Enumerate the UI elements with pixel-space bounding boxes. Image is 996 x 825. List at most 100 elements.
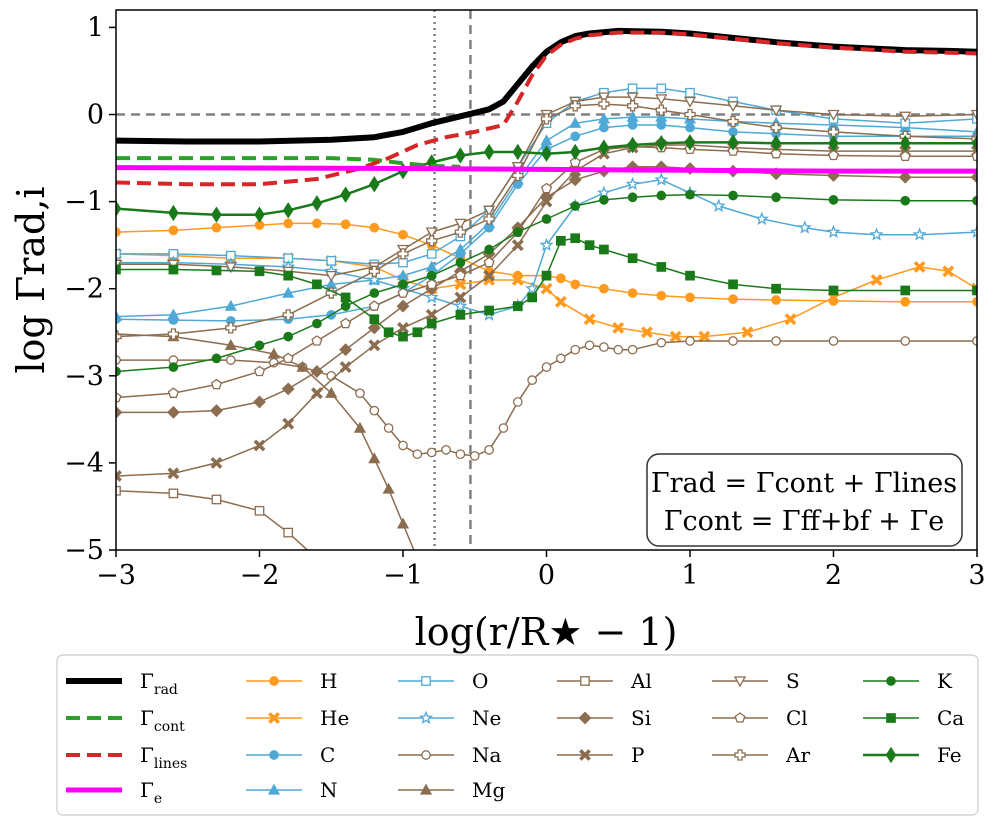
data-point-mg — [296, 360, 309, 372]
series-ar — [116, 98, 977, 343]
data-point-cl — [167, 387, 179, 398]
data-point-ca — [412, 327, 423, 338]
legend-label-al: Al — [630, 669, 652, 693]
data-point-cl — [569, 156, 581, 168]
data-point-si — [281, 382, 295, 396]
data-point-ca — [900, 285, 911, 296]
data-point-ar — [483, 213, 495, 225]
data-point-ar — [684, 108, 696, 121]
data-point-ne — [367, 272, 382, 286]
legend-marker-al — [580, 676, 590, 686]
x-tick-label: 1 — [681, 560, 698, 591]
legend: Γrad Γcont Γlines Γe H He CN O Ne Na Mg Al Si P S Cl Ar K… — [56, 654, 979, 816]
data-point-fe — [455, 147, 466, 164]
data-point-fe — [483, 143, 495, 161]
data-point-p — [454, 291, 467, 304]
legend-label-o: O — [472, 669, 488, 693]
data-point-si — [116, 405, 123, 419]
series-k — [116, 189, 977, 377]
data-point-ar — [368, 265, 380, 277]
data-point-ar — [167, 328, 180, 340]
legend-label-gamma-lines: Γlines — [140, 743, 187, 772]
data-point-cl — [971, 150, 977, 162]
data-point-al — [211, 494, 222, 505]
data-point-fe — [340, 186, 351, 203]
legend-label-ar: Ar — [785, 743, 810, 767]
data-point-fe — [684, 134, 696, 151]
data-point-k — [211, 353, 222, 364]
data-point-ar — [770, 121, 782, 134]
data-point-p — [368, 339, 381, 352]
legend-label-si: Si — [631, 706, 651, 730]
data-point-he — [669, 330, 682, 343]
data-point-na — [225, 355, 236, 365]
data-point-cl — [116, 391, 122, 403]
data-point-o — [685, 87, 695, 98]
data-point-h — [728, 294, 738, 305]
data-point-ca — [584, 240, 595, 251]
data-point-al — [283, 527, 294, 538]
data-point-ca — [312, 279, 322, 290]
data-point-cl — [899, 150, 911, 162]
data-point-c — [627, 120, 638, 130]
data-point-ca — [340, 292, 351, 303]
legend-entry-fe: Fe — [863, 743, 962, 767]
data-point-s — [655, 94, 668, 106]
data-point-c — [570, 131, 581, 142]
series-p — [116, 139, 977, 482]
data-point-ne — [797, 220, 812, 234]
data-point-s — [626, 92, 639, 104]
data-point-o — [426, 249, 437, 259]
data-point-cl — [540, 182, 553, 194]
legend-marker-n — [267, 783, 281, 795]
equation-box-frame — [646, 453, 963, 547]
data-point-ar — [626, 100, 639, 112]
equation-box: Γrad = Γcont + Γlines Γcont = Γff+bf + Γ… — [646, 453, 963, 547]
data-point-na — [484, 444, 494, 455]
legend-entry-ca: Ca — [863, 706, 964, 730]
legend-entry-k: K — [863, 669, 953, 693]
data-point-h — [599, 283, 609, 294]
data-point-s — [726, 101, 740, 113]
data-point-p — [425, 308, 438, 321]
data-point-p — [310, 387, 323, 400]
legend-label-gamma-e: Γe — [140, 778, 162, 807]
data-point-ca — [168, 264, 179, 275]
data-point-ne — [424, 289, 439, 304]
data-point-ca — [728, 279, 738, 290]
data-point-si — [367, 321, 381, 335]
y-axis-label: log Γrad,i — [9, 186, 53, 373]
y-tick-label: −2 — [64, 274, 104, 305]
data-point-ar — [540, 113, 553, 125]
data-point-na — [441, 444, 451, 455]
data-point-ca — [685, 270, 695, 281]
legend-entry-ne: Ne — [398, 706, 501, 730]
data-point-h — [398, 229, 408, 240]
x-tick-label: 0 — [538, 560, 555, 591]
data-point-na — [355, 388, 365, 399]
data-point-ar — [454, 226, 467, 238]
legend-label-ca: Ca — [937, 706, 964, 730]
data-point-na — [900, 336, 911, 346]
data-point-al — [168, 488, 179, 499]
data-point-mg — [353, 421, 367, 433]
legend-marker-c — [269, 750, 279, 760]
legend-label-na: Na — [472, 743, 502, 767]
data-point-s — [769, 105, 783, 117]
data-point-s — [482, 205, 496, 217]
data-point-fe — [512, 143, 524, 161]
data-point-he — [583, 313, 596, 326]
data-point-si — [210, 404, 223, 418]
legend-entry-gamma-rad: Γrad — [66, 669, 178, 698]
data-point-h — [685, 292, 695, 303]
data-point-h — [369, 222, 380, 233]
data-point-ne — [754, 211, 769, 226]
legend-frame — [56, 654, 979, 816]
legend-entry-na: Na — [398, 743, 502, 767]
data-point-o — [627, 83, 638, 94]
data-point-h — [340, 219, 351, 230]
legend-label-c: C — [320, 743, 335, 767]
series-line-k — [116, 193, 977, 373]
data-point-k — [828, 195, 839, 205]
data-point-he — [454, 278, 467, 291]
